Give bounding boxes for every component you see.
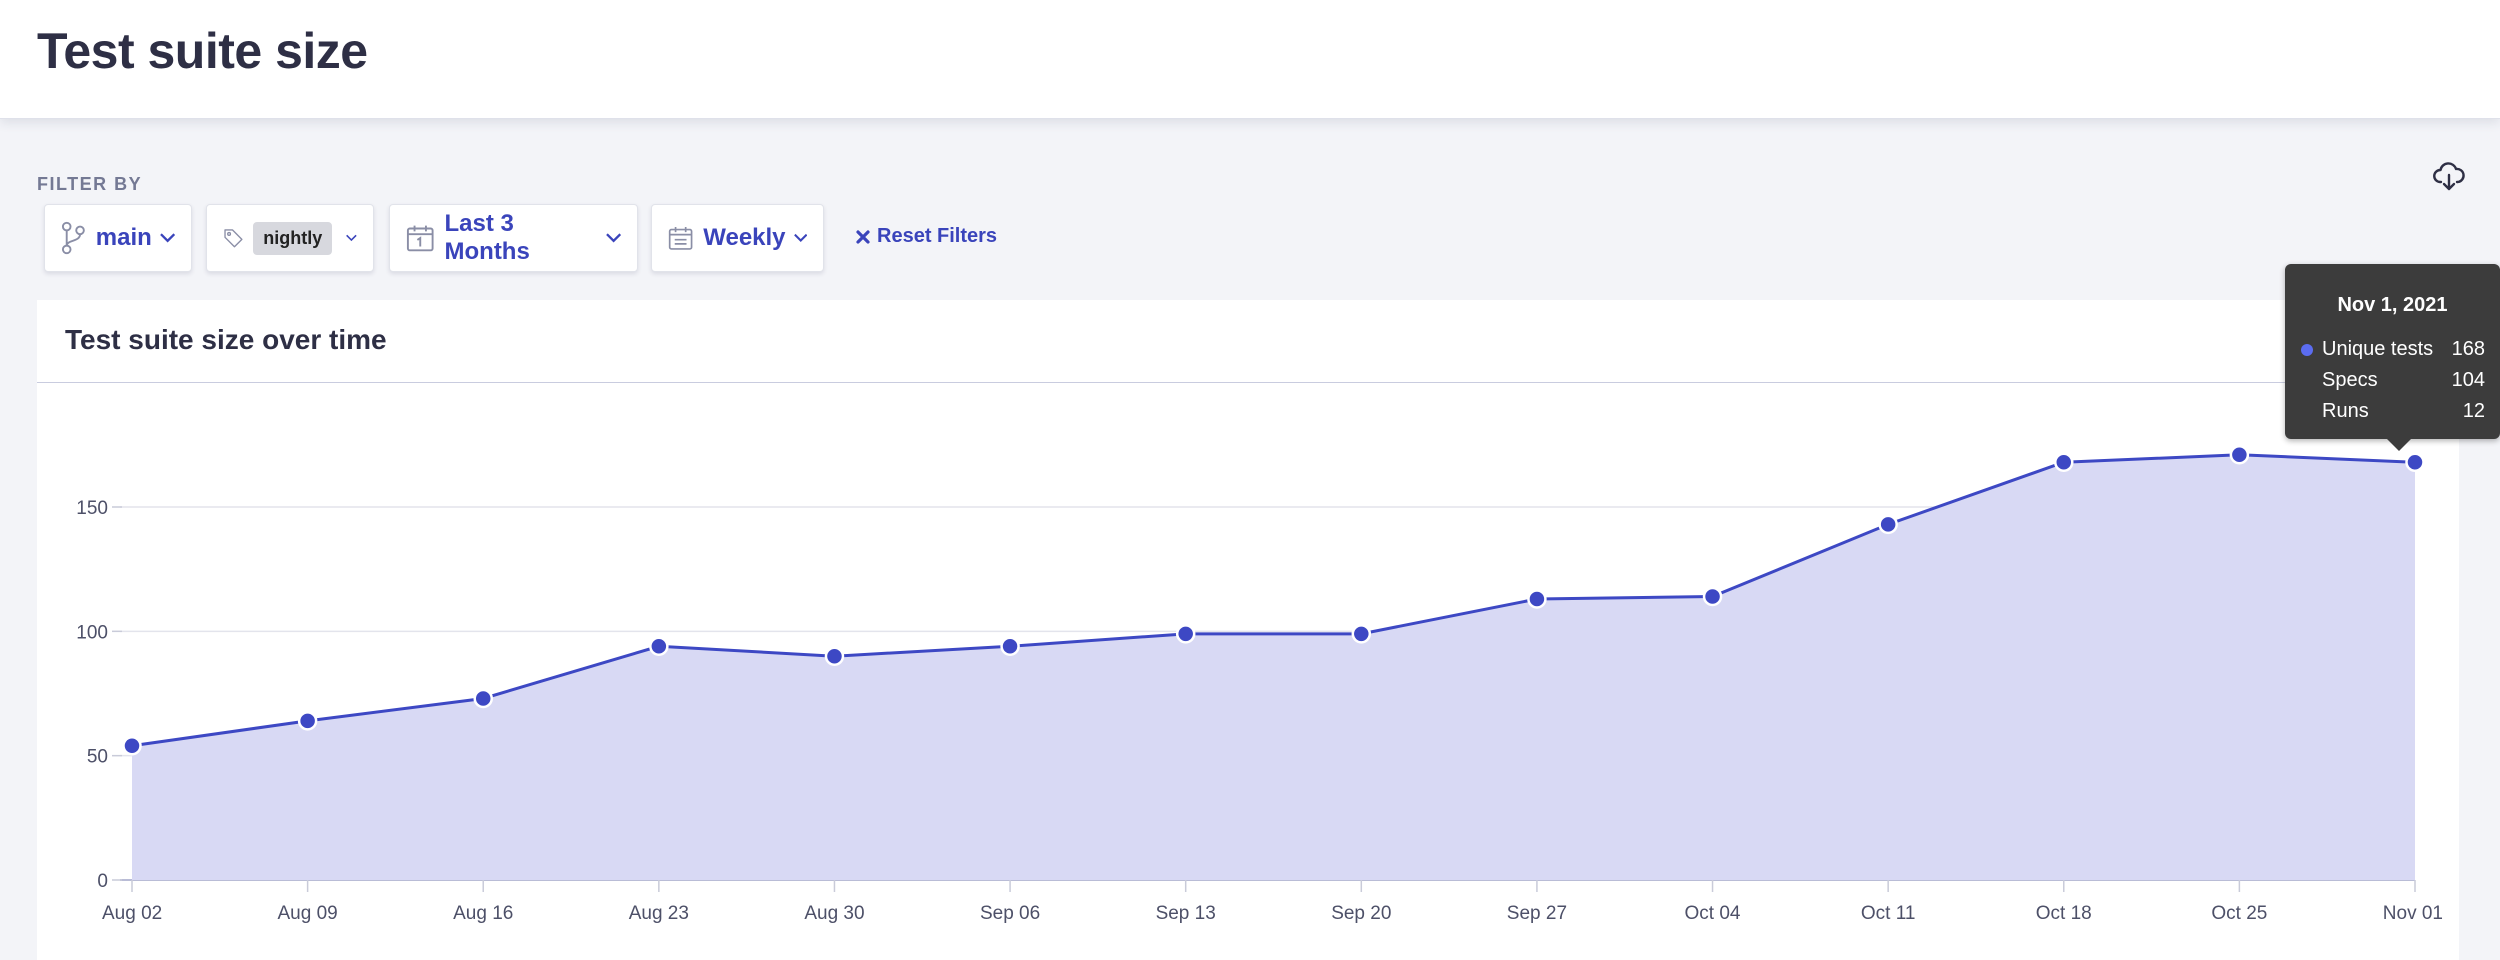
close-icon: [856, 229, 870, 244]
x-tick-label: Sep 20: [1331, 903, 1391, 924]
x-tick-label: Sep 06: [980, 903, 1040, 924]
data-point: [473, 688, 493, 709]
chart-title: Test suite size over time: [65, 324, 387, 355]
date-range-label: Last 3 Months: [444, 210, 530, 265]
chart-tooltip: Nov 1, 2021 Unique tests 168 Specs 104 R…: [2285, 264, 2500, 451]
y-tick-label: 50: [87, 747, 108, 768]
tooltip-row-value: 12: [2462, 400, 2485, 422]
x-tick-label: Aug 23: [629, 903, 689, 924]
x-tick-label: Aug 02: [102, 903, 162, 924]
branch-filter-label: main: [95, 224, 152, 251]
y-tick-label: 150: [76, 498, 108, 519]
filter-label: FILTER BY: [37, 174, 143, 194]
data-point: [297, 711, 318, 731]
chevron-down-icon: [605, 233, 621, 243]
tooltip-row: Specs 104: [2322, 369, 2485, 392]
x-tick-label: Aug 09: [277, 903, 337, 924]
cloud-download-icon[interactable]: [2432, 160, 2466, 194]
page-title: Test suite size: [37, 23, 368, 79]
tooltip-date: Nov 1, 2021: [2337, 294, 2448, 316]
calendar-icon: [406, 225, 434, 252]
page-header: Test suite size: [0, 0, 2500, 119]
data-point: [2405, 452, 2425, 472]
git-branch-icon: [61, 221, 85, 255]
tooltip-row-label: Runs: [2322, 400, 2369, 422]
chart-card-header: Test suite size over time: [37, 300, 2459, 383]
x-tick-label: Aug 30: [804, 903, 864, 924]
x-tick-label: Oct 11: [1861, 903, 1916, 924]
x-tick-label: Sep 13: [1156, 903, 1216, 924]
x-tick-label: Aug 16: [453, 903, 513, 924]
tooltip-row: Unique tests 168: [2322, 338, 2485, 361]
tooltip-row-value: 104: [2451, 369, 2485, 391]
tooltip-row-value: 168: [2451, 338, 2485, 360]
data-point: [2229, 445, 2250, 465]
data-point: [649, 636, 669, 657]
y-tick-label: 0: [97, 871, 108, 892]
branch-filter[interactable]: main: [44, 204, 192, 272]
tooltip-series-dot: [2301, 344, 2313, 356]
data-point: [122, 735, 142, 756]
tag-filter[interactable]: nightly: [206, 204, 374, 272]
series-area: [132, 454, 2415, 880]
tag-icon: [224, 229, 243, 248]
reset-filters-button[interactable]: Reset Filters: [855, 225, 997, 248]
data-point: [1000, 636, 1020, 657]
data-point: [1878, 514, 1898, 535]
data-point: [1351, 624, 1372, 644]
chevron-down-icon: [793, 233, 807, 242]
tooltip-row: Runs 12: [2322, 400, 2485, 423]
interval-label: Weekly: [703, 224, 786, 251]
x-tick-label: Nov 01: [2383, 903, 2443, 924]
data-point: [1175, 624, 1196, 644]
x-tick-label: Oct 18: [2036, 903, 2092, 924]
data-point: [2054, 452, 2074, 472]
reset-filters-label: Reset Filters: [877, 225, 998, 247]
chevron-down-icon: [159, 233, 175, 243]
calendar-icon: [668, 227, 693, 250]
chevron-down-icon: [346, 234, 357, 242]
date-range-filter[interactable]: Last 3 Months: [389, 204, 638, 272]
x-tick-label: Sep 27: [1507, 903, 1567, 924]
x-tick-label: Oct 04: [1685, 903, 1741, 924]
data-point: [824, 646, 845, 666]
interval-filter[interactable]: Weekly: [651, 204, 824, 272]
tag-chip: nightly: [253, 221, 333, 255]
tooltip-row-label: Specs: [2322, 369, 2378, 391]
y-tick-label: 100: [76, 622, 108, 643]
tooltip-row-label: Unique tests: [2322, 338, 2434, 360]
data-point: [1527, 589, 1547, 609]
data-point: [1702, 586, 1723, 607]
x-tick-label: Oct 25: [2211, 903, 2267, 924]
series-line: [131, 453, 2416, 748]
